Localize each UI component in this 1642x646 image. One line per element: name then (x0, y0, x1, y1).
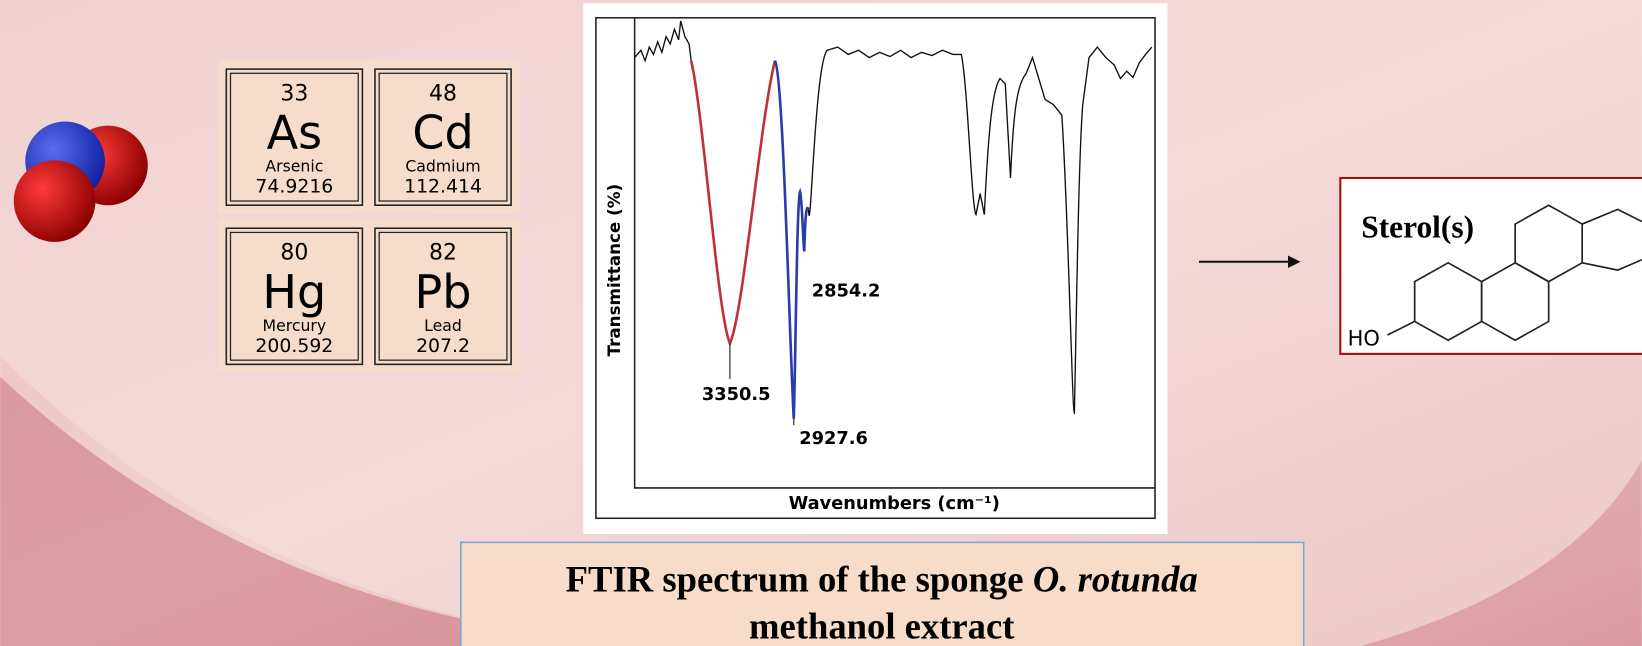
tile-border (225, 68, 364, 206)
atomic-number: 80 (280, 241, 308, 266)
caption-species: O. rotunda (1033, 559, 1198, 600)
element-name: Cadmium (405, 157, 480, 176)
tile-border-inner (378, 72, 508, 202)
tile-border-inner (229, 231, 359, 361)
caption-text: methanol extract (749, 606, 1015, 646)
atomic-mass: 112.414 (404, 177, 482, 198)
peak-label: 3350.5 (702, 384, 771, 405)
element-symbol: Hg (262, 265, 326, 319)
caption-text: FTIR spectrum of the sponge (566, 559, 1024, 600)
element-symbol: Pb (415, 265, 472, 319)
caption-line: FTIR spectrum of the sponge O. rotunda (566, 559, 1198, 600)
caption: FTIR spectrum of the sponge O. rotunda me… (460, 541, 1305, 646)
sterol-label: Sterol(s) (1361, 210, 1474, 245)
sterol-box: Sterol(s) HO (1339, 176, 1642, 355)
atomic-mass: 207.2 (416, 336, 470, 357)
background-shade (0, 376, 734, 646)
element-name: Lead (424, 316, 462, 335)
tile-border-inner (229, 72, 359, 202)
tile-border-inner (378, 231, 508, 361)
atomic-number: 33 (280, 82, 308, 107)
y-axis-label: Transmittance (%) (604, 184, 624, 357)
tile-panel (217, 60, 520, 214)
atomic-number: 82 (429, 241, 457, 266)
tile-border (374, 227, 512, 366)
hydroxyl-label: HO (1348, 327, 1380, 351)
spectrum-panel: Transmittance (%) Wavenumbers (cm⁻¹) 335… (583, 3, 1168, 534)
tile-border (225, 227, 364, 366)
peak-label: 2854.2 (812, 280, 881, 301)
atomic-mass: 74.9216 (255, 177, 333, 198)
atomic-number: 48 (429, 82, 457, 107)
element-symbol: Cd (412, 106, 473, 160)
arrow (1198, 255, 1301, 269)
peak-label: 2927.6 (799, 428, 868, 449)
element-name: Mercury (263, 316, 327, 335)
element-name: Arsenic (265, 157, 323, 176)
tile-border (374, 68, 512, 206)
x-axis-label: Wavenumbers (cm⁻¹) (789, 493, 1000, 514)
tile-panel (217, 219, 520, 373)
molecule-icon (13, 121, 148, 242)
element-symbol: As (267, 106, 323, 160)
atomic-mass: 200.592 (255, 336, 333, 357)
